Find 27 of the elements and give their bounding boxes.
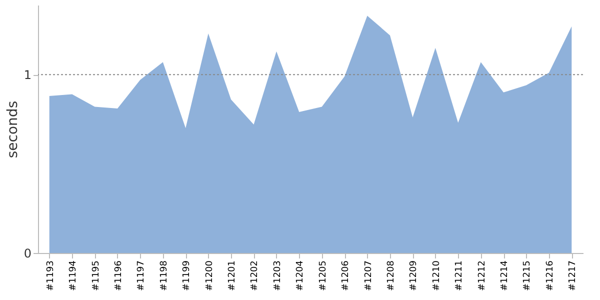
y-tick-label: 0 [24, 246, 32, 260]
x-tick-label: #1201 [228, 260, 238, 291]
x-tick-label: #1194 [68, 260, 79, 291]
x-tick-label: #1204 [296, 260, 306, 291]
x-tick-label: #1207 [364, 260, 374, 291]
x-tick-label: #1203 [272, 260, 283, 291]
x-tick-label: #1208 [386, 260, 396, 291]
x-tick-label: #1216 [545, 260, 556, 291]
x-tick-label: #1206 [341, 260, 352, 291]
x-tick-label: #1196 [114, 260, 124, 291]
x-tick-label: #1197 [136, 260, 147, 291]
x-tick-label: #1202 [250, 260, 260, 291]
x-tick-label: #1193 [46, 260, 56, 291]
y-tick-label: 1 [24, 68, 32, 82]
x-tick-label: #1205 [318, 260, 328, 291]
x-tick-label: #1210 [432, 260, 442, 291]
y-axis-title: seconds [4, 100, 21, 158]
x-tick-label: #1199 [182, 260, 192, 291]
x-tick-label: #1211 [454, 260, 465, 291]
x-tick-label: #1200 [204, 260, 215, 291]
x-tick-label: #1212 [477, 260, 488, 291]
x-tick-label: #1195 [91, 260, 102, 291]
x-tick-label: #1217 [568, 260, 578, 291]
x-tick-label: #1198 [159, 260, 170, 291]
x-tick-label: #1209 [409, 260, 420, 291]
x-tick-label: #1215 [522, 260, 533, 291]
x-tick-label: #1214 [500, 260, 510, 291]
